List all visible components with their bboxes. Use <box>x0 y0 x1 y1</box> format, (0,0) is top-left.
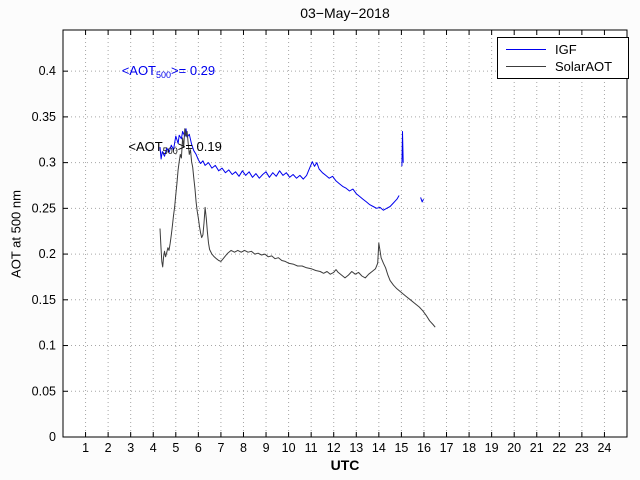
x-tick-label: 11 <box>305 441 318 455</box>
legend-line-solaraot <box>506 66 546 67</box>
legend-entry-solaraot: SolarAOT <box>498 58 628 75</box>
igf-series-line <box>401 131 404 167</box>
legend-label-igf: IGF <box>555 42 577 57</box>
x-tick-label: 22 <box>552 441 566 455</box>
x-tick-label: 23 <box>575 441 589 455</box>
x-tick-label: 5 <box>172 441 179 455</box>
y-tick-label: 0.2 <box>39 247 56 261</box>
x-tick-label: 24 <box>597 441 611 455</box>
y-tick-label: 0.35 <box>32 110 56 124</box>
igf-series-line <box>420 197 424 203</box>
x-tick-label: 18 <box>462 441 476 455</box>
annotation-mean-igf: <AOT500>= 0.29 <box>122 63 215 80</box>
y-tick-label: 0.4 <box>39 64 56 78</box>
y-tick-label: 0.15 <box>32 293 56 307</box>
x-tick-label: 2 <box>105 441 112 455</box>
x-tick-label: 1 <box>82 441 89 455</box>
x-tick-label: 20 <box>507 441 521 455</box>
x-tick-label: 8 <box>240 441 247 455</box>
chart-title: 03−May−2018 <box>300 5 390 21</box>
y-tick-label: 0 <box>49 430 56 444</box>
solaraot-series-line <box>159 128 436 328</box>
x-tick-label: 19 <box>485 441 499 455</box>
legend-entry-igf: IGF <box>498 41 628 58</box>
legend-line-igf <box>506 49 546 50</box>
x-tick-label: 7 <box>217 441 224 455</box>
x-tick-label: 13 <box>349 441 363 455</box>
x-axis-label: UTC <box>330 457 360 473</box>
y-tick-label: 0.25 <box>32 201 56 215</box>
axes-box <box>62 29 628 438</box>
plot-area <box>63 30 627 437</box>
x-tick-label: 12 <box>327 441 341 455</box>
x-tick-label: 14 <box>372 441 386 455</box>
legend-label-solaraot: SolarAOT <box>555 59 613 74</box>
y-tick-label: 0.1 <box>39 339 56 353</box>
x-tick-label: 4 <box>150 441 157 455</box>
x-tick-label: 10 <box>282 441 296 455</box>
y-tick-label: 0.3 <box>39 156 56 170</box>
x-tick-label: 16 <box>417 441 431 455</box>
y-tick-label: 0.05 <box>32 384 56 398</box>
legend: IGF SolarAOT <box>497 37 629 79</box>
x-tick-label: 3 <box>127 441 134 455</box>
x-tick-label: 17 <box>440 441 454 455</box>
x-tick-label: 15 <box>394 441 408 455</box>
x-tick-label: 9 <box>263 441 270 455</box>
x-tick-label: 21 <box>530 441 544 455</box>
x-tick-label: 6 <box>195 441 202 455</box>
annotation-mean-solaraot: <AOT500>= 0.19 <box>128 139 221 156</box>
